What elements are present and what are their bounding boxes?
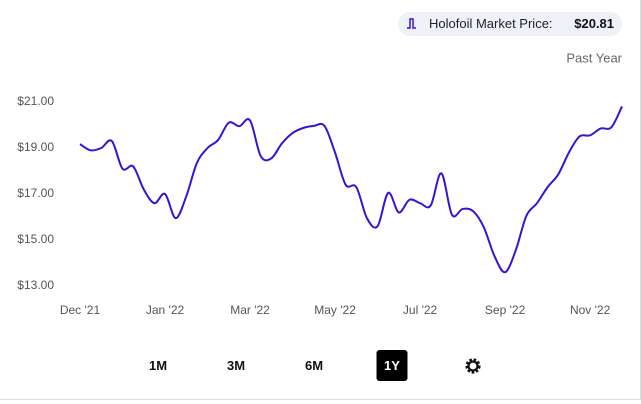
range-button[interactable]: 1M [149, 358, 167, 373]
y-tick-label: $13.00 [17, 278, 54, 292]
button-label: 6M [305, 358, 323, 373]
y-tick-label: $21.00 [17, 94, 54, 108]
range-label: Past Year [566, 50, 622, 65]
range-controls: 1M 3M 6M 1Y [149, 350, 408, 381]
y-tick-label: $15.00 [17, 232, 54, 246]
settings-button[interactable] [465, 358, 481, 374]
range-button[interactable]: 6M [305, 358, 323, 373]
legend-pill [398, 12, 622, 36]
x-tick-label: Dec '21 [60, 303, 101, 317]
y-tick-label: $17.00 [17, 186, 54, 200]
button-label: 3M [227, 358, 245, 373]
button-label: 1Y [384, 358, 400, 373]
price-line [79, 105, 623, 274]
x-tick-label: Mar '22 [230, 303, 270, 317]
x-tick-label: Jan '22 [146, 303, 185, 317]
x-tick-label: Sep '22 [485, 303, 526, 317]
legend-icon [407, 18, 416, 29]
button-bg [376, 350, 408, 381]
legend-label: Holofoil Market Price: [429, 16, 553, 31]
gear-teeth [465, 358, 481, 374]
x-tick-label: Nov '22 [570, 303, 611, 317]
x-tick-label: May '22 [314, 303, 356, 317]
x-tick-label: Jul '22 [403, 303, 438, 317]
current-price: $20.81 [574, 16, 614, 31]
range-button[interactable]: 3M [227, 358, 245, 373]
y-tick-label: $19.00 [17, 140, 54, 154]
range-button[interactable]: 1Y [376, 350, 408, 381]
gear-body [467, 360, 479, 372]
button-label: 1M [149, 358, 167, 373]
